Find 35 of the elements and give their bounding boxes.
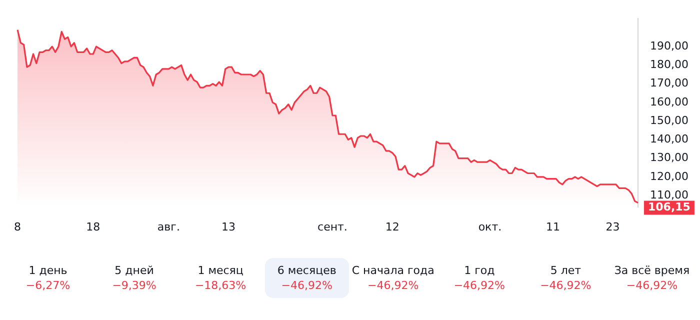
text: За всё время [613, 264, 691, 277]
y-tick-label: 120,00 [650, 170, 688, 183]
x-tick-label: 12 [385, 220, 400, 234]
text: 5 дней [114, 264, 155, 277]
y-tick-label: 170,00 [650, 76, 688, 90]
text: −46,92% [366, 279, 420, 292]
x-tick-label: авг. [157, 220, 180, 234]
text: 1 день [28, 264, 68, 277]
text: −18,63% [194, 279, 248, 292]
x-tick-label: 8 [14, 220, 21, 234]
y-tick-label: 140,00 [650, 132, 688, 146]
text: С начала года [351, 264, 436, 277]
text: 1 год [463, 264, 496, 277]
y-tick-label: 190,00 [650, 39, 688, 52]
x-tick-label: сент. [318, 220, 348, 234]
x-tick-label: 11 [546, 220, 560, 234]
y-tick-label: 150,00 [650, 114, 688, 127]
text: −9,39% [111, 279, 158, 292]
text: −46,92% [625, 279, 679, 292]
y-tick-label: 130,00 [650, 151, 688, 164]
text: 6 месяцев [276, 264, 338, 277]
data-label: 106,15 [648, 200, 690, 214]
text: −46,92% [452, 279, 506, 292]
x-tick-label: окт. [478, 220, 502, 234]
text: −46,92% [280, 279, 334, 292]
text: 1 месяц [196, 264, 244, 277]
x-tick-label: 23 [606, 220, 620, 234]
text: 5 лет [549, 264, 582, 277]
text: −6,27% [24, 279, 72, 292]
y-tick-label: 160,00 [650, 95, 688, 108]
y-tick-label: 110,00 [650, 188, 688, 202]
y-tick-label: 180,00 [650, 58, 688, 72]
x-tick-label: 18 [86, 220, 100, 234]
x-tick-label: 13 [222, 220, 236, 234]
text: −46,92% [539, 279, 592, 292]
